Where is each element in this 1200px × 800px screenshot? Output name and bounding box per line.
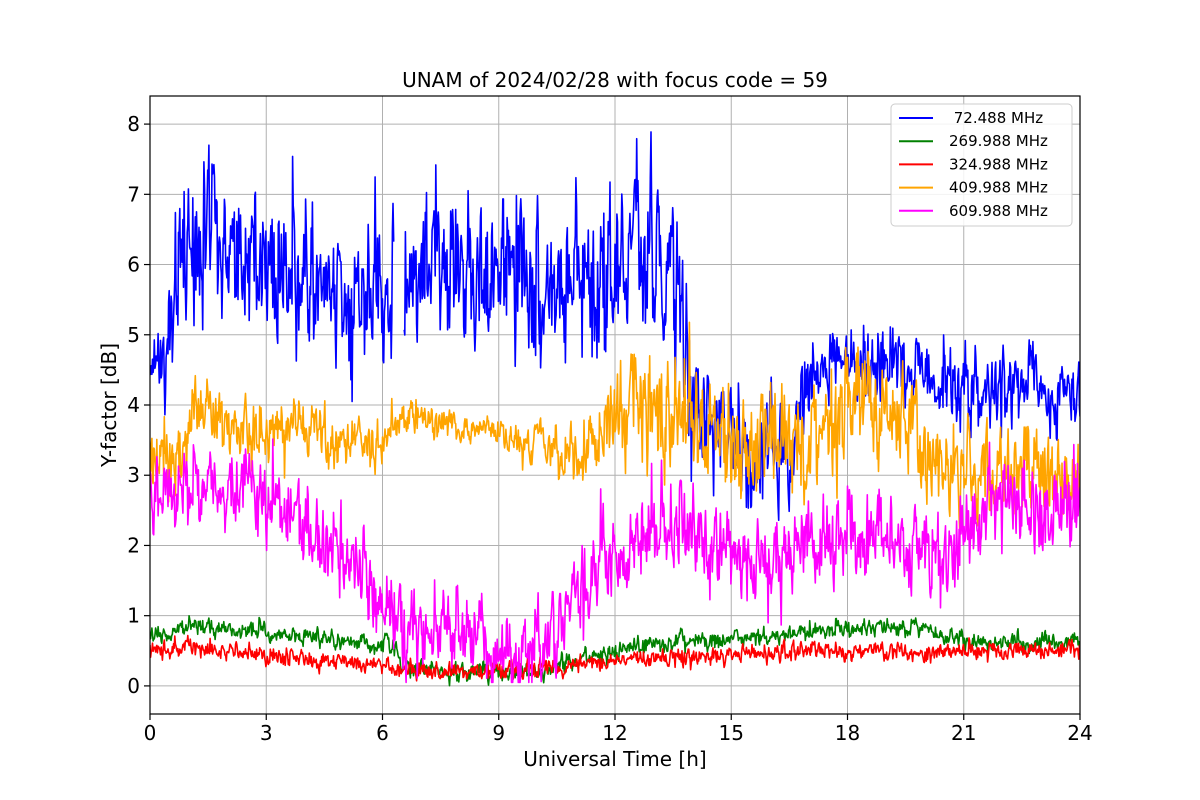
- y-tick-label: 5: [127, 323, 140, 347]
- x-tick-label: 0: [144, 721, 157, 745]
- y-tick-label: 1: [127, 604, 140, 628]
- x-tick-label: 6: [376, 721, 389, 745]
- series-line-3: [150, 321, 1080, 532]
- series-line-2: [150, 634, 1080, 682]
- y-axis-label: Y-factor [dB]: [97, 343, 121, 468]
- y-tick-label: 2: [127, 533, 140, 557]
- series-layer: [150, 131, 1080, 687]
- legend-box: [890, 103, 1073, 227]
- x-tick-label: 24: [1067, 721, 1092, 745]
- series-line-1: [150, 615, 1080, 687]
- y-tick-label: 8: [127, 112, 140, 136]
- x-tick-label: 18: [835, 721, 860, 745]
- legend-label-2: 324.988 MHz: [949, 155, 1048, 173]
- y-tick-label: 3: [127, 463, 140, 487]
- x-tick-label: 15: [719, 721, 744, 745]
- legend: 72.488 MHz 269.988 MHz 324.988 MHz 409.988 …: [890, 103, 1073, 227]
- legend-label-1: 269.988 MHz: [949, 132, 1048, 150]
- legend-label-3: 409.988 MHz: [949, 179, 1048, 197]
- series-line-4: [150, 438, 1080, 684]
- y-axis: 0 1 2 3 4 5 6 7 8: [127, 112, 150, 698]
- x-axis: 0 3 6 9 12 15 18 21 24: [144, 714, 1093, 745]
- legend-label-4: 609.988 MHz: [949, 202, 1048, 220]
- x-tick-label: 3: [260, 721, 273, 745]
- y-tick-label: 7: [127, 182, 140, 206]
- x-axis-label: Universal Time [h]: [523, 747, 706, 771]
- y-tick-label: 4: [127, 393, 140, 417]
- y-tick-label: 0: [127, 674, 140, 698]
- chart-title: UNAM of 2024/02/28 with focus code = 59: [402, 68, 828, 92]
- x-tick-label: 12: [602, 721, 627, 745]
- x-tick-label: 21: [951, 721, 976, 745]
- y-tick-label: 6: [127, 253, 140, 277]
- x-tick-label: 9: [492, 721, 505, 745]
- legend-label-0: 72.488 MHz: [949, 109, 1043, 127]
